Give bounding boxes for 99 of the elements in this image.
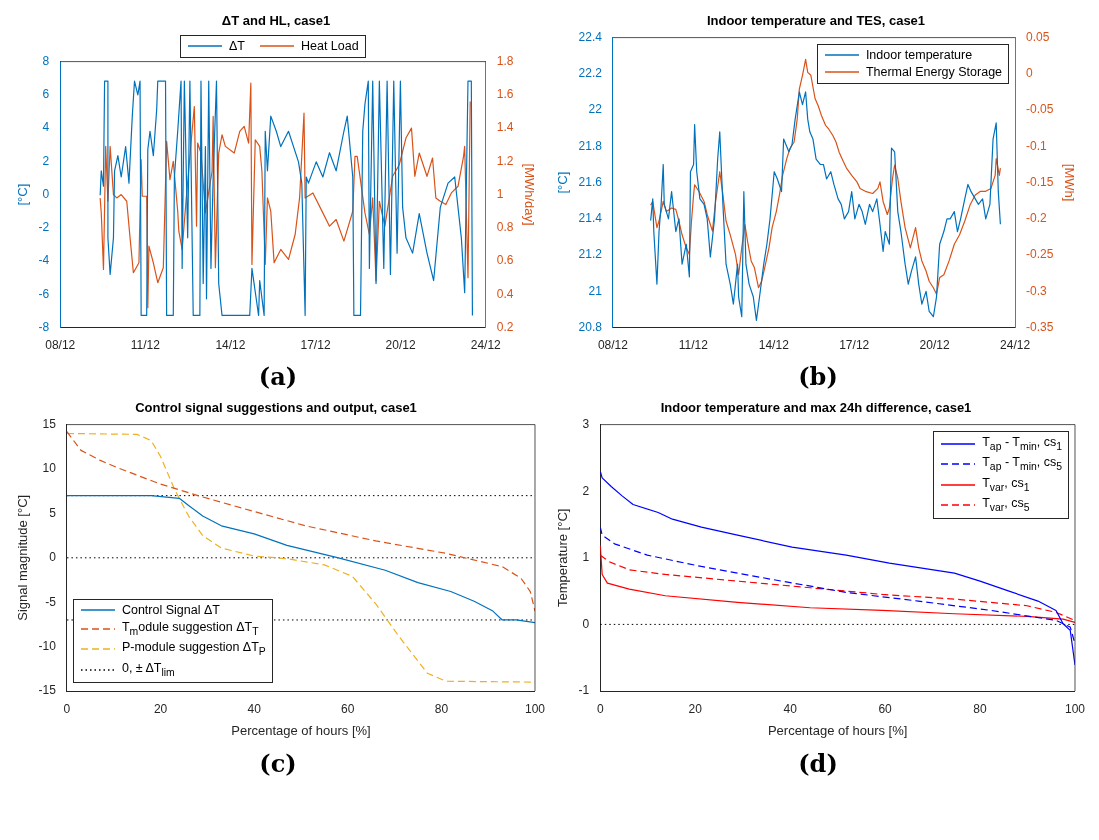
x-tick-label: 100 <box>524 701 546 716</box>
x-tick-label: 20/12 <box>385 338 416 353</box>
x-tick-label: 60 <box>878 701 893 716</box>
y-tick-label: 22.4 <box>578 29 603 44</box>
x-tick-label: 40 <box>783 701 798 716</box>
y-axis-title: Temperature [°C] <box>555 508 571 607</box>
y-tick-label: 21.8 <box>578 138 603 153</box>
y-tick-label: 0 <box>582 616 590 631</box>
y2-tick-label: -0.25 <box>1026 247 1054 262</box>
y2-tick-label: 0.6 <box>496 253 514 268</box>
x-tick-label: 24/12 <box>1000 338 1031 353</box>
y-tick-label: 21.6 <box>578 174 603 189</box>
legend-label: T$_{ap}$ - T$_{min}$, cs$_{5}$ <box>982 454 1062 474</box>
x-tick-label: 08/12 <box>45 338 76 353</box>
y-tick-label: 21.4 <box>578 211 603 226</box>
y-tick-label: 3 <box>582 416 590 431</box>
x-tick-label: 24/12 <box>470 338 502 353</box>
y-tick-label: 5 <box>49 505 57 520</box>
x-tick-label: 11/12 <box>130 338 161 353</box>
x-tick-label: 11/12 <box>678 338 709 353</box>
chart-title: ΔT and HL, case1 <box>221 13 331 29</box>
legend-label: T$_{var}$, cs$_{5}$ <box>982 495 1030 515</box>
y2-tick-label: -0.3 <box>1026 283 1048 298</box>
y2-tick-label: 0 <box>1026 66 1034 81</box>
y-tick-label: 21 <box>588 283 603 298</box>
x-tick-label: 20 <box>688 701 703 716</box>
legend-label: ΔT <box>228 37 245 55</box>
y-tick-label: 2 <box>582 483 590 498</box>
y-axis-title: [°C] <box>15 183 31 206</box>
y2-tick-label: -0.15 <box>1026 174 1054 189</box>
y-axis-title: [°C] <box>555 171 571 194</box>
legend-label: Heat Load <box>300 37 359 55</box>
legend-label: T$_{ap}$ - T$_{min}$, cs$_{1}$ <box>982 433 1062 454</box>
text: (c) <box>259 749 297 778</box>
y-tick-label: 15 <box>42 416 57 431</box>
y-tick-label: -15 <box>38 683 57 698</box>
x-tick-label: 20 <box>153 701 168 716</box>
y2-tick-label: -0.35 <box>1026 319 1054 334</box>
y2-tick-label: 1.2 <box>496 153 514 168</box>
y-axis-title: Signal magnitude [°C] <box>15 494 31 621</box>
x-tick-label: 17/12 <box>300 338 331 353</box>
x-tick-label: 08/12 <box>597 338 629 353</box>
y-tick-label: -10 <box>38 638 57 653</box>
y-tick-label: 21.2 <box>578 247 603 262</box>
y-tick-label: 10 <box>42 461 57 476</box>
y-tick-label: -5 <box>45 594 57 609</box>
x-tick-label: 17/12 <box>839 338 870 353</box>
y-tick-label: 0 <box>42 186 50 201</box>
y-tick-label: 22 <box>588 102 603 117</box>
legend-label: Indoor temperature <box>865 46 973 64</box>
y-tick-label: 4 <box>42 120 50 135</box>
legend-label: 0, ± ΔT$_{lim}$ <box>121 659 175 679</box>
x-tick-label: 100 <box>1064 701 1086 716</box>
y2-tick-label: -0.05 <box>1026 102 1054 117</box>
y-tick-label: -6 <box>38 286 50 301</box>
y-tick-label: -4 <box>38 253 50 268</box>
y2-tick-label: 0.4 <box>496 286 514 301</box>
legend-label: T$_{m}$odule suggestion ΔT$_{T}$ <box>121 618 259 638</box>
y2-tick-label: -0.1 <box>1026 138 1048 153</box>
legend-label: Control Signal ΔT <box>121 601 220 619</box>
y-tick-label: 1 <box>582 550 590 565</box>
legend-label: P-module suggestion ΔT$_{P}$ <box>121 639 266 659</box>
x-tick-label: 0 <box>63 701 71 716</box>
x-tick-label: 14/12 <box>215 338 246 353</box>
y2-tick-label: 0.8 <box>496 220 514 235</box>
chart-title: Indoor temperature and max 24h difference, case1 <box>660 400 972 416</box>
x-axis-title: Percentage of hours [%] <box>231 722 371 738</box>
x-tick-label: 40 <box>247 701 262 716</box>
text: (d) <box>798 749 838 778</box>
x-tick-label: 80 <box>973 701 988 716</box>
y2-tick-label: 0.05 <box>1026 29 1050 44</box>
x-tick-label: 14/12 <box>758 338 790 353</box>
y-tick-label: 0 <box>49 550 57 565</box>
chart-title: Indoor temperature and TES, case1 <box>706 13 926 29</box>
legend-label: Thermal Energy Storage <box>865 63 1003 81</box>
x-tick-label: 80 <box>434 701 449 716</box>
legend-label: T$_{var}$, cs$_{1}$ <box>982 474 1030 495</box>
y-tick-label: 6 <box>42 87 50 102</box>
text: (a) <box>258 362 298 391</box>
y2-tick-label: 1.8 <box>496 53 514 68</box>
y-tick-label: -8 <box>38 319 50 334</box>
y-tick-label: 8 <box>42 53 50 68</box>
y-tick-label: -2 <box>38 220 50 235</box>
x-tick-label: 60 <box>341 701 355 716</box>
y2-tick-label: -0.2 <box>1026 211 1048 226</box>
y2-tick-label: 1.6 <box>496 87 514 102</box>
y2-axis-title: [MWh/day] <box>521 163 537 226</box>
x-axis-title: Percentage of hours [%] <box>767 722 908 738</box>
y-tick-label: 22.2 <box>578 66 603 81</box>
text: (b) <box>798 362 838 391</box>
x-tick-label: 20/12 <box>919 338 950 353</box>
y2-tick-label: 1.4 <box>496 120 514 135</box>
y2-tick-label: 0.2 <box>496 319 514 334</box>
y-tick-label: 20.8 <box>578 319 603 334</box>
y2-axis-title: [MWh] <box>1061 163 1077 202</box>
y-tick-label: 2 <box>42 153 50 168</box>
y2-tick-label: 1 <box>496 186 504 201</box>
chart-title: Control signal suggestions and output, case1 <box>135 400 417 416</box>
y-tick-label: -1 <box>578 683 590 698</box>
